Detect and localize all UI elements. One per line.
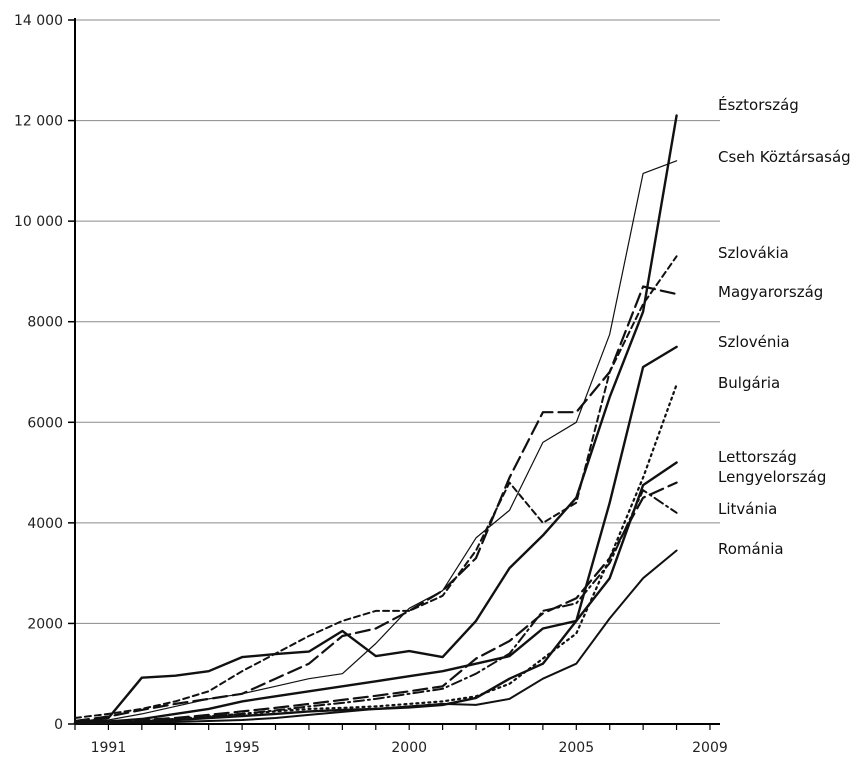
x-tick-label: 2000 <box>391 740 427 756</box>
y-tick-label: 0 <box>54 717 63 733</box>
series-label: Magyarország <box>718 283 823 301</box>
series-line-8 <box>73 481 678 725</box>
series-line-1 <box>73 114 678 725</box>
series-line-5 <box>73 345 678 725</box>
x-axis-ticks: 1991 1995 2000 2005 2009 <box>74 724 728 756</box>
series-label: Cseh Köztársaság <box>718 148 851 166</box>
y-tick-label: 4000 <box>27 516 63 532</box>
series-lines <box>73 114 678 725</box>
series-label: Lettország <box>718 448 797 466</box>
series-line-2 <box>74 160 678 724</box>
y-tick-label: 6000 <box>27 415 63 431</box>
series-label: Szlovákia <box>718 244 789 262</box>
series-label: Litvánia <box>718 500 777 518</box>
series-labels: Észtország Cseh Köztársaság Szlovákia Magya… <box>718 95 851 558</box>
y-tick-label: 10 000 <box>14 214 63 230</box>
series-line-7 <box>73 461 678 725</box>
y-tick-label: 8000 <box>27 315 63 331</box>
y-axis-ticks: 0 2000 4000 6000 8000 10 000 12 000 14 000 <box>14 13 75 733</box>
series-line-10 <box>74 549 678 725</box>
x-tick-label: 2005 <box>558 740 594 756</box>
y-tick-label: 12 000 <box>14 114 63 130</box>
x-tick-label: 1995 <box>224 740 260 756</box>
series-label: Románia <box>718 540 784 558</box>
series-line-9 <box>74 489 678 725</box>
y-tick-label: 14 000 <box>14 13 63 29</box>
axes <box>74 18 720 725</box>
series-label: Lengyelország <box>718 468 826 486</box>
series-label: Szlovénia <box>718 333 790 351</box>
series-label: Bulgária <box>718 374 780 392</box>
series-line-6 <box>73 383 678 725</box>
x-tick-label: 2009 <box>692 740 728 756</box>
series-line-4 <box>74 255 678 719</box>
series-label: Észtország <box>718 95 799 114</box>
grid-lines <box>75 19 720 624</box>
y-tick-label: 2000 <box>27 616 63 632</box>
series-line-3 <box>73 285 678 723</box>
x-tick-label: 1991 <box>91 740 127 756</box>
